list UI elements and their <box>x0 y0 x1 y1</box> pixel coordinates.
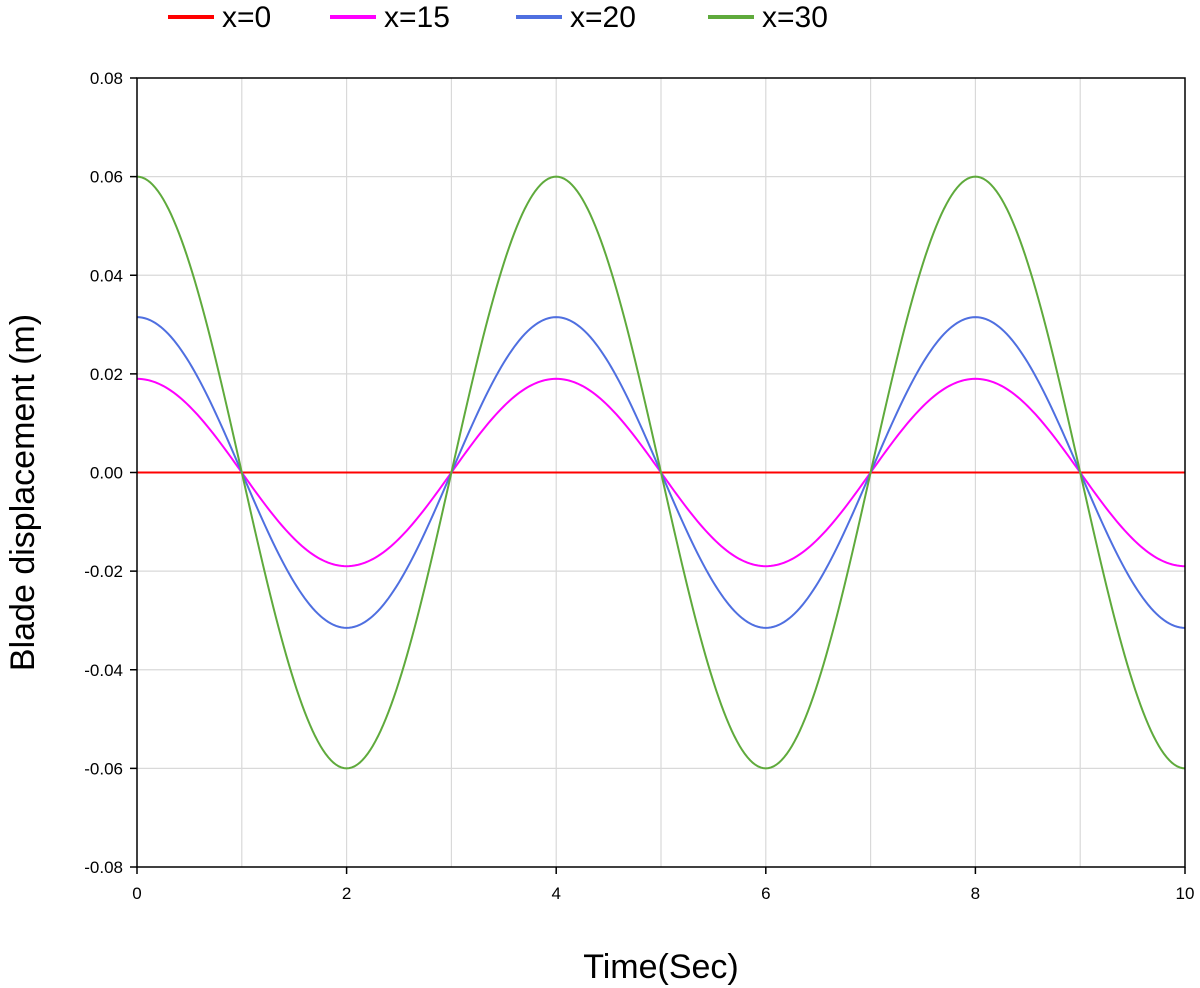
y-tick-label: 0.02 <box>90 365 123 384</box>
y-tick-label: -0.04 <box>84 661 123 680</box>
legend-label: x=0 <box>222 1 271 34</box>
legend-label: x=15 <box>384 1 450 34</box>
x-axis-title: Time(Sec) <box>583 948 739 986</box>
y-tick-label: -0.08 <box>84 858 123 877</box>
y-axis-title: Blade displacement (m) <box>4 314 42 671</box>
y-tick-label: -0.06 <box>84 759 123 778</box>
legend-label: x=30 <box>762 1 828 34</box>
x-tick-label: 0 <box>132 884 141 903</box>
series-layer <box>136 175 1186 770</box>
y-tick-label: 0.06 <box>90 168 123 187</box>
legend: x=0 x=15 x=20 x=30 <box>168 1 828 34</box>
series-line-x30 <box>136 175 1186 770</box>
x-tick-label: 8 <box>971 884 980 903</box>
ticks: 0 2 4 6 8 10 0.08 0.06 0.04 0.02 0.00 -0.02 -0.04 -0.… <box>84 69 1194 903</box>
y-tick-label: -0.02 <box>84 562 123 581</box>
x-tick-label: 6 <box>761 884 770 903</box>
y-tick-label: 0.08 <box>90 69 123 88</box>
x-tick-label: 2 <box>342 884 351 903</box>
y-tick-label: 0.04 <box>90 266 123 285</box>
legend-label: x=20 <box>570 1 636 34</box>
x-tick-label: 4 <box>551 884 560 903</box>
x-tick-label: 10 <box>1176 884 1195 903</box>
y-tick-label: 0.00 <box>90 464 123 483</box>
